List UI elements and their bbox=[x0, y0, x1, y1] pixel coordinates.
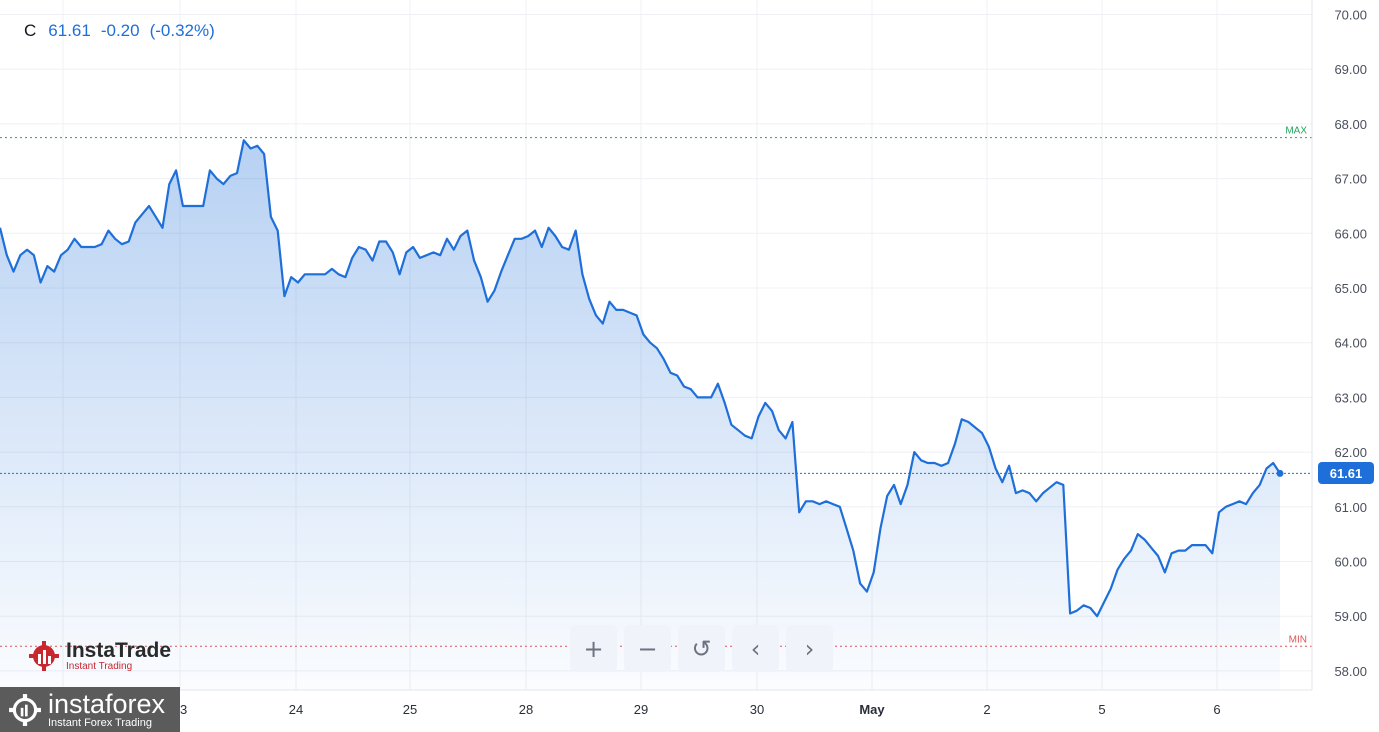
current-price-tag: 61.61 bbox=[1318, 462, 1374, 485]
x-tick-label: 24 bbox=[289, 702, 303, 717]
chart-controls: + − ↺ ‹ › bbox=[570, 625, 833, 672]
legend-symbol: C bbox=[24, 21, 37, 40]
y-tick-label: 68.00 bbox=[1334, 117, 1367, 132]
instaforex-tagline: Instant Forex Trading bbox=[48, 716, 152, 729]
x-tick-label: 28 bbox=[519, 702, 533, 717]
x-tick-label: 25 bbox=[403, 702, 417, 717]
y-tick-label: 61.00 bbox=[1334, 500, 1367, 515]
series-line bbox=[0, 139, 1281, 618]
zoom-in-button[interactable]: + bbox=[570, 625, 617, 672]
x-tick-label: 29 bbox=[634, 702, 648, 717]
legend-change: -0.20 bbox=[100, 21, 140, 40]
instatrade-name: InstaTrade bbox=[66, 639, 172, 662]
instatrade-logo: InstaTrade Instant Trading bbox=[28, 640, 171, 672]
instatrade-gear-icon bbox=[29, 641, 59, 671]
zoom-out-button[interactable]: − bbox=[624, 625, 671, 672]
x-tick-label: 5 bbox=[1098, 702, 1105, 717]
y-tick-label: 65.00 bbox=[1334, 281, 1367, 296]
x-tick-label: 2 bbox=[983, 702, 990, 717]
legend-last-price: 61.61 bbox=[48, 21, 91, 40]
y-tick-label: 66.00 bbox=[1334, 226, 1367, 241]
max-label: MAX bbox=[1285, 126, 1307, 137]
y-tick-label: 62.00 bbox=[1334, 445, 1367, 460]
x-tick-label: 6 bbox=[1213, 702, 1220, 717]
scroll-right-button[interactable]: › bbox=[786, 625, 833, 672]
scroll-left-button[interactable]: ‹ bbox=[732, 625, 779, 672]
reset-button[interactable]: ↺ bbox=[678, 625, 725, 672]
series-area-fill bbox=[0, 140, 1280, 691]
y-tick-label: 69.00 bbox=[1334, 62, 1367, 77]
instaforex-gear-icon bbox=[9, 693, 41, 726]
y-tick-label: 58.00 bbox=[1334, 664, 1367, 679]
y-tick-label: 59.00 bbox=[1334, 609, 1367, 624]
x-tick-label: May bbox=[859, 702, 885, 717]
instaforex-logo: instaforex Instant Forex Trading bbox=[0, 687, 180, 732]
last-point-marker bbox=[1276, 469, 1284, 477]
x-tick-label: 30 bbox=[750, 702, 764, 717]
y-tick-label: 70.00 bbox=[1334, 8, 1367, 23]
instaforex-name: instaforex bbox=[48, 688, 166, 719]
ohlc-legend: C 61.61 -0.20 (-0.32%) bbox=[24, 21, 215, 41]
y-tick-label: 63.00 bbox=[1334, 390, 1367, 405]
y-tick-label: 60.00 bbox=[1334, 555, 1367, 570]
min-label: MIN bbox=[1289, 634, 1307, 645]
legend-change-pct: (-0.32%) bbox=[149, 21, 215, 40]
instatrade-tagline: Instant Trading bbox=[66, 661, 133, 672]
y-tick-label: 64.00 bbox=[1334, 336, 1367, 351]
y-tick-label: 67.00 bbox=[1334, 172, 1367, 187]
